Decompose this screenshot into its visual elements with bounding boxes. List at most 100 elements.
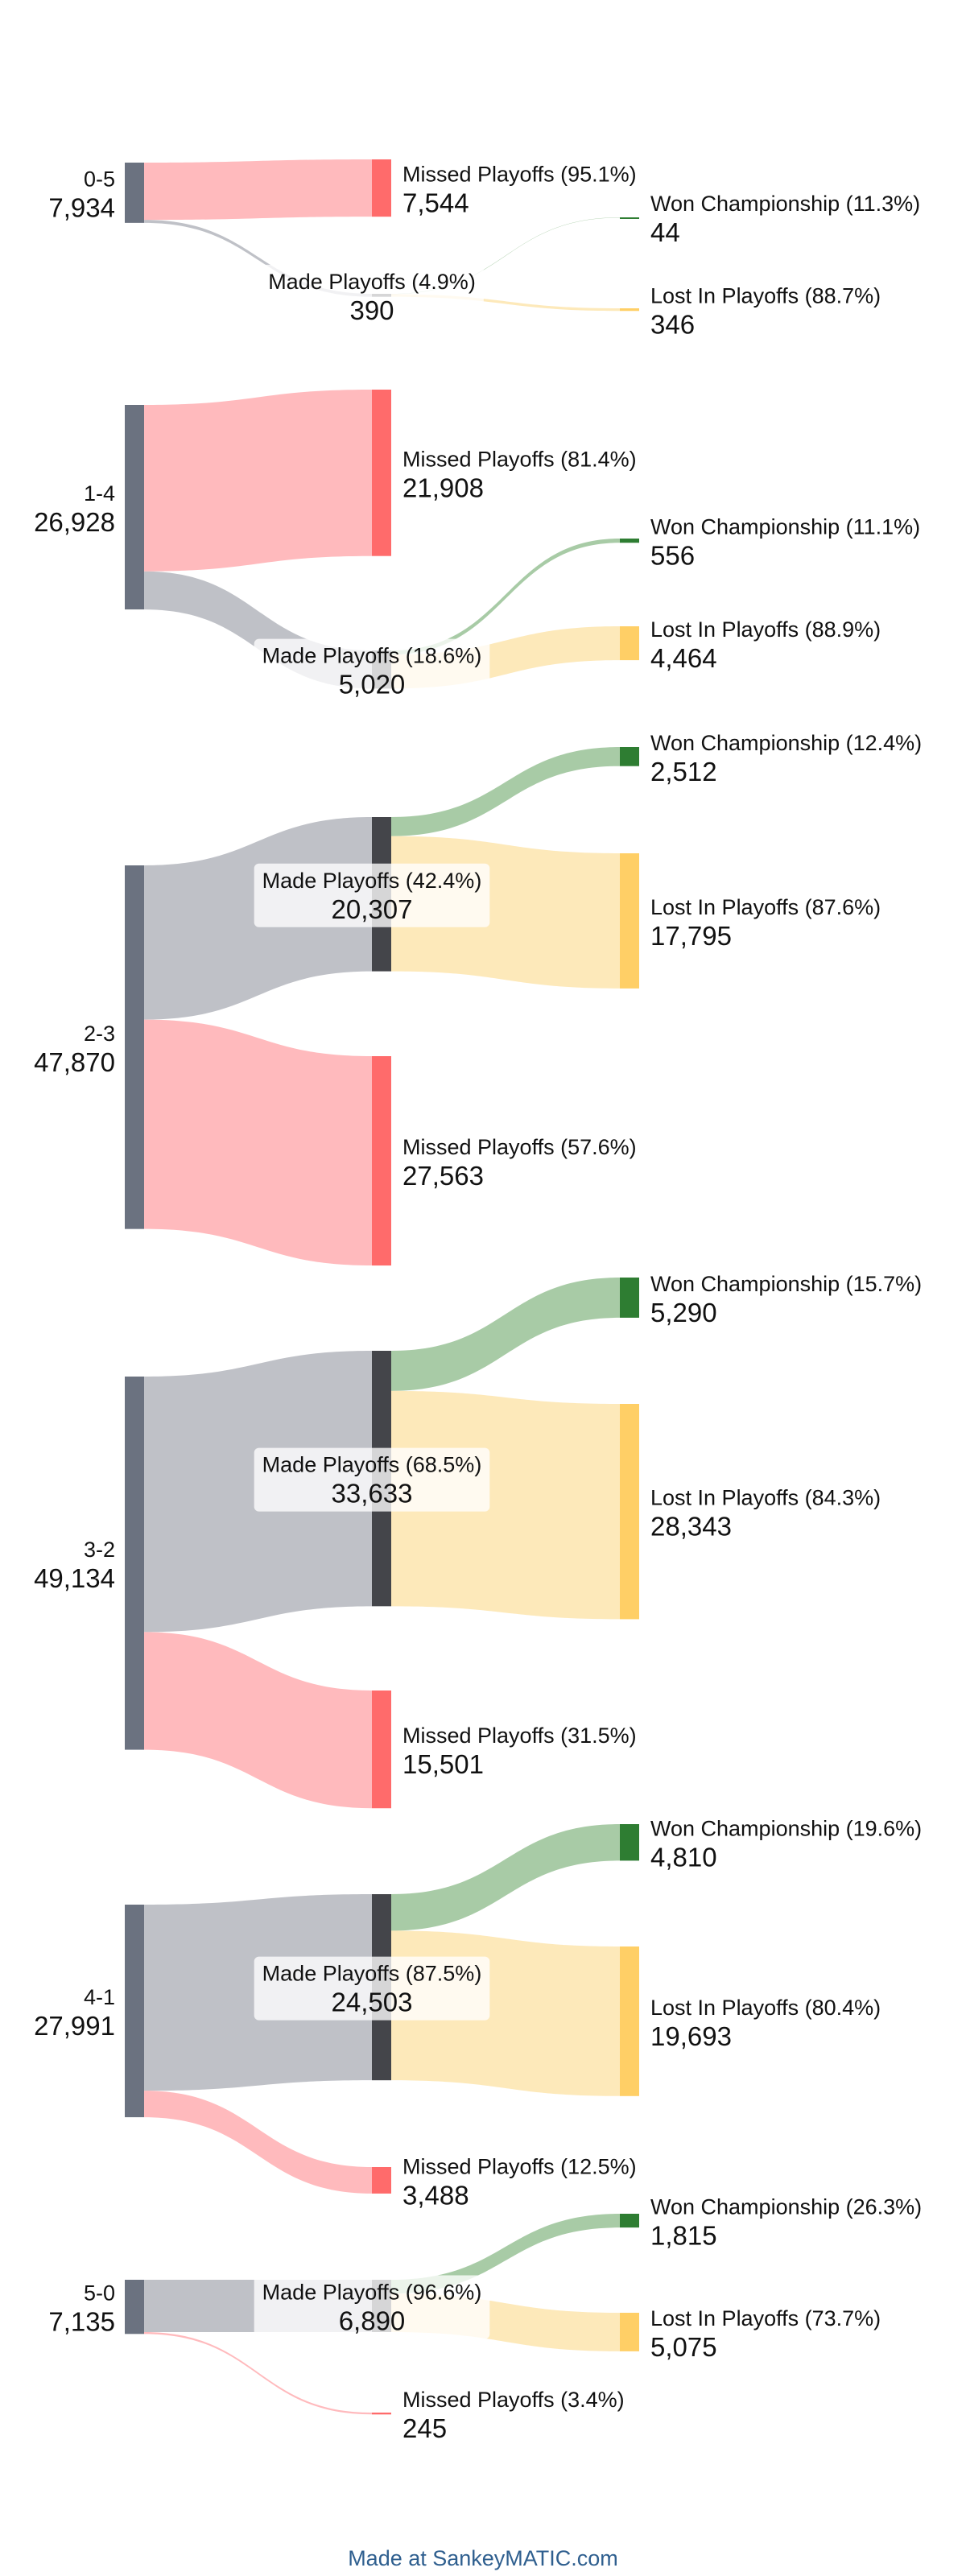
- flow-to-missed-playoffs: [144, 2332, 372, 2415]
- start-node-value: 27,991: [34, 2011, 115, 2041]
- start-node-value: 49,134: [34, 1563, 115, 1593]
- won-node-value: 4,810: [650, 1843, 717, 1872]
- missed-node-value: 15,501: [402, 1749, 484, 1779]
- made-node-label: Made Playoffs (87.5%): [262, 1962, 482, 1986]
- made-node-label: Made Playoffs (42.4%): [262, 869, 482, 893]
- flow-to-missed-playoffs: [144, 390, 372, 572]
- made-node-label: Made Playoffs (18.6%): [262, 644, 482, 668]
- start-node-bar: [125, 163, 144, 223]
- missed-node-label: Missed Playoffs (31.5%): [402, 1724, 637, 1748]
- made-node-label: Made Playoffs (68.5%): [262, 1453, 482, 1477]
- won-node-value: 44: [650, 217, 680, 247]
- won-championship-node-bar: [620, 217, 639, 219]
- start-node-label: 4-1: [84, 1985, 115, 2009]
- missed-node-label: Missed Playoffs (95.1%): [402, 163, 637, 187]
- made-node-value: 33,633: [332, 1479, 413, 1509]
- made-label-background: [254, 863, 490, 927]
- lost-in-playoffs-node-bar: [620, 2313, 639, 2351]
- lost-node-value: 5,075: [650, 2332, 717, 2362]
- flow-to-lost-in-playoffs: [391, 294, 620, 312]
- start-node-label: 3-2: [84, 1538, 115, 1562]
- made-label-background: [254, 2275, 490, 2339]
- start-node-bar: [125, 1905, 144, 2118]
- flow-to-won-championship: [391, 747, 620, 836]
- won-championship-node-bar: [620, 2214, 639, 2228]
- lost-node-label: Lost In Playoffs (88.7%): [650, 284, 881, 308]
- start-node-label: 0-5: [84, 167, 115, 191]
- flow-to-won-championship: [391, 2214, 620, 2294]
- missed-playoffs-node-bar: [372, 159, 391, 217]
- lost-node-value: 346: [650, 310, 695, 340]
- start-node-value: 7,934: [48, 192, 115, 222]
- lost-in-playoffs-node-bar: [620, 1946, 639, 2096]
- lost-node-label: Lost In Playoffs (73.7%): [650, 2306, 881, 2330]
- made-label-background: [254, 1956, 490, 2021]
- won-node-label: Won Championship (12.4%): [650, 731, 922, 755]
- made-label-background: [260, 264, 484, 328]
- won-championship-node-bar: [620, 747, 639, 766]
- lost-node-label: Lost In Playoffs (80.4%): [650, 1996, 881, 2020]
- flow-to-made-playoffs: [144, 220, 372, 297]
- start-node-label: 1-4: [84, 481, 115, 506]
- won-championship-node-bar: [620, 1824, 639, 1861]
- missed-node-value: 245: [402, 2413, 447, 2443]
- won-championship-node-bar: [620, 539, 639, 543]
- won-node-value: 2,512: [650, 757, 717, 786]
- missed-node-label: Missed Playoffs (81.4%): [402, 447, 637, 471]
- lost-node-label: Lost In Playoffs (84.3%): [650, 1486, 881, 1510]
- lost-node-label: Lost In Playoffs (87.6%): [650, 895, 881, 919]
- won-node-label: Won Championship (15.7%): [650, 1272, 922, 1296]
- made-node-value: 20,307: [332, 894, 413, 924]
- won-node-value: 5,290: [650, 1298, 717, 1327]
- flow-to-won-championship: [391, 217, 620, 295]
- missed-node-value: 7,544: [402, 188, 469, 218]
- flow-to-won-championship: [391, 1278, 620, 1391]
- won-node-label: Won Championship (11.3%): [650, 192, 920, 216]
- start-node-value: 47,870: [34, 1047, 115, 1077]
- start-node-bar: [125, 1377, 144, 1750]
- lost-node-value: 28,343: [650, 1512, 732, 1542]
- lost-node-label: Lost In Playoffs (88.9%): [650, 617, 881, 642]
- flow-to-won-championship: [391, 1824, 620, 1931]
- made-node-value: 5,020: [339, 670, 406, 700]
- start-node-bar: [125, 865, 144, 1229]
- won-championship-node-bar: [620, 1278, 639, 1318]
- won-node-label: Won Championship (11.1%): [650, 515, 920, 539]
- lost-in-playoffs-node-bar: [620, 853, 639, 989]
- lost-in-playoffs-node-bar: [620, 626, 639, 661]
- made-node-value: 6,890: [339, 2306, 406, 2336]
- missed-playoffs-node-bar: [372, 2167, 391, 2194]
- won-node-value: 1,815: [650, 2221, 717, 2251]
- won-node-label: Won Championship (19.6%): [650, 1817, 922, 1841]
- flow-to-won-championship: [391, 539, 620, 655]
- made-node-label: Made Playoffs (4.9%): [268, 270, 476, 294]
- lost-node-value: 19,693: [650, 2021, 732, 2051]
- flow-to-missed-playoffs: [144, 1019, 372, 1266]
- start-node-bar: [125, 2280, 144, 2334]
- made-node-value: 24,503: [332, 1988, 413, 2017]
- won-node-label: Won Championship (26.3%): [650, 2195, 922, 2219]
- lost-node-value: 17,795: [650, 921, 732, 951]
- flow-to-missed-playoffs: [144, 2091, 372, 2194]
- missed-node-label: Missed Playoffs (12.5%): [402, 2154, 637, 2178]
- flow-to-missed-playoffs: [144, 159, 372, 221]
- missed-node-label: Missed Playoffs (3.4%): [402, 2388, 625, 2412]
- footer: Made at SankeyMATIC.com: [0, 2546, 966, 2571]
- flow-to-missed-playoffs: [144, 1632, 372, 1809]
- missed-node-value: 21,908: [402, 473, 484, 502]
- missed-node-value: 27,563: [402, 1161, 484, 1191]
- missed-playoffs-node-bar: [372, 1056, 391, 1266]
- lost-in-playoffs-node-bar: [620, 308, 639, 312]
- lost-in-playoffs-node-bar: [620, 1404, 639, 1620]
- won-node-value: 556: [650, 541, 695, 571]
- missed-node-label: Missed Playoffs (57.6%): [402, 1135, 637, 1159]
- made-node-label: Made Playoffs (96.6%): [262, 2281, 482, 2305]
- missed-playoffs-node-bar: [372, 1690, 391, 1809]
- start-node-bar: [125, 405, 144, 610]
- missed-playoffs-node-bar: [372, 390, 391, 556]
- missed-playoffs-node-bar: [372, 2413, 391, 2415]
- credit-link[interactable]: Made at SankeyMATIC.com: [348, 2546, 618, 2570]
- start-node-label: 5-0: [84, 2281, 115, 2306]
- start-node-label: 2-3: [84, 1022, 115, 1046]
